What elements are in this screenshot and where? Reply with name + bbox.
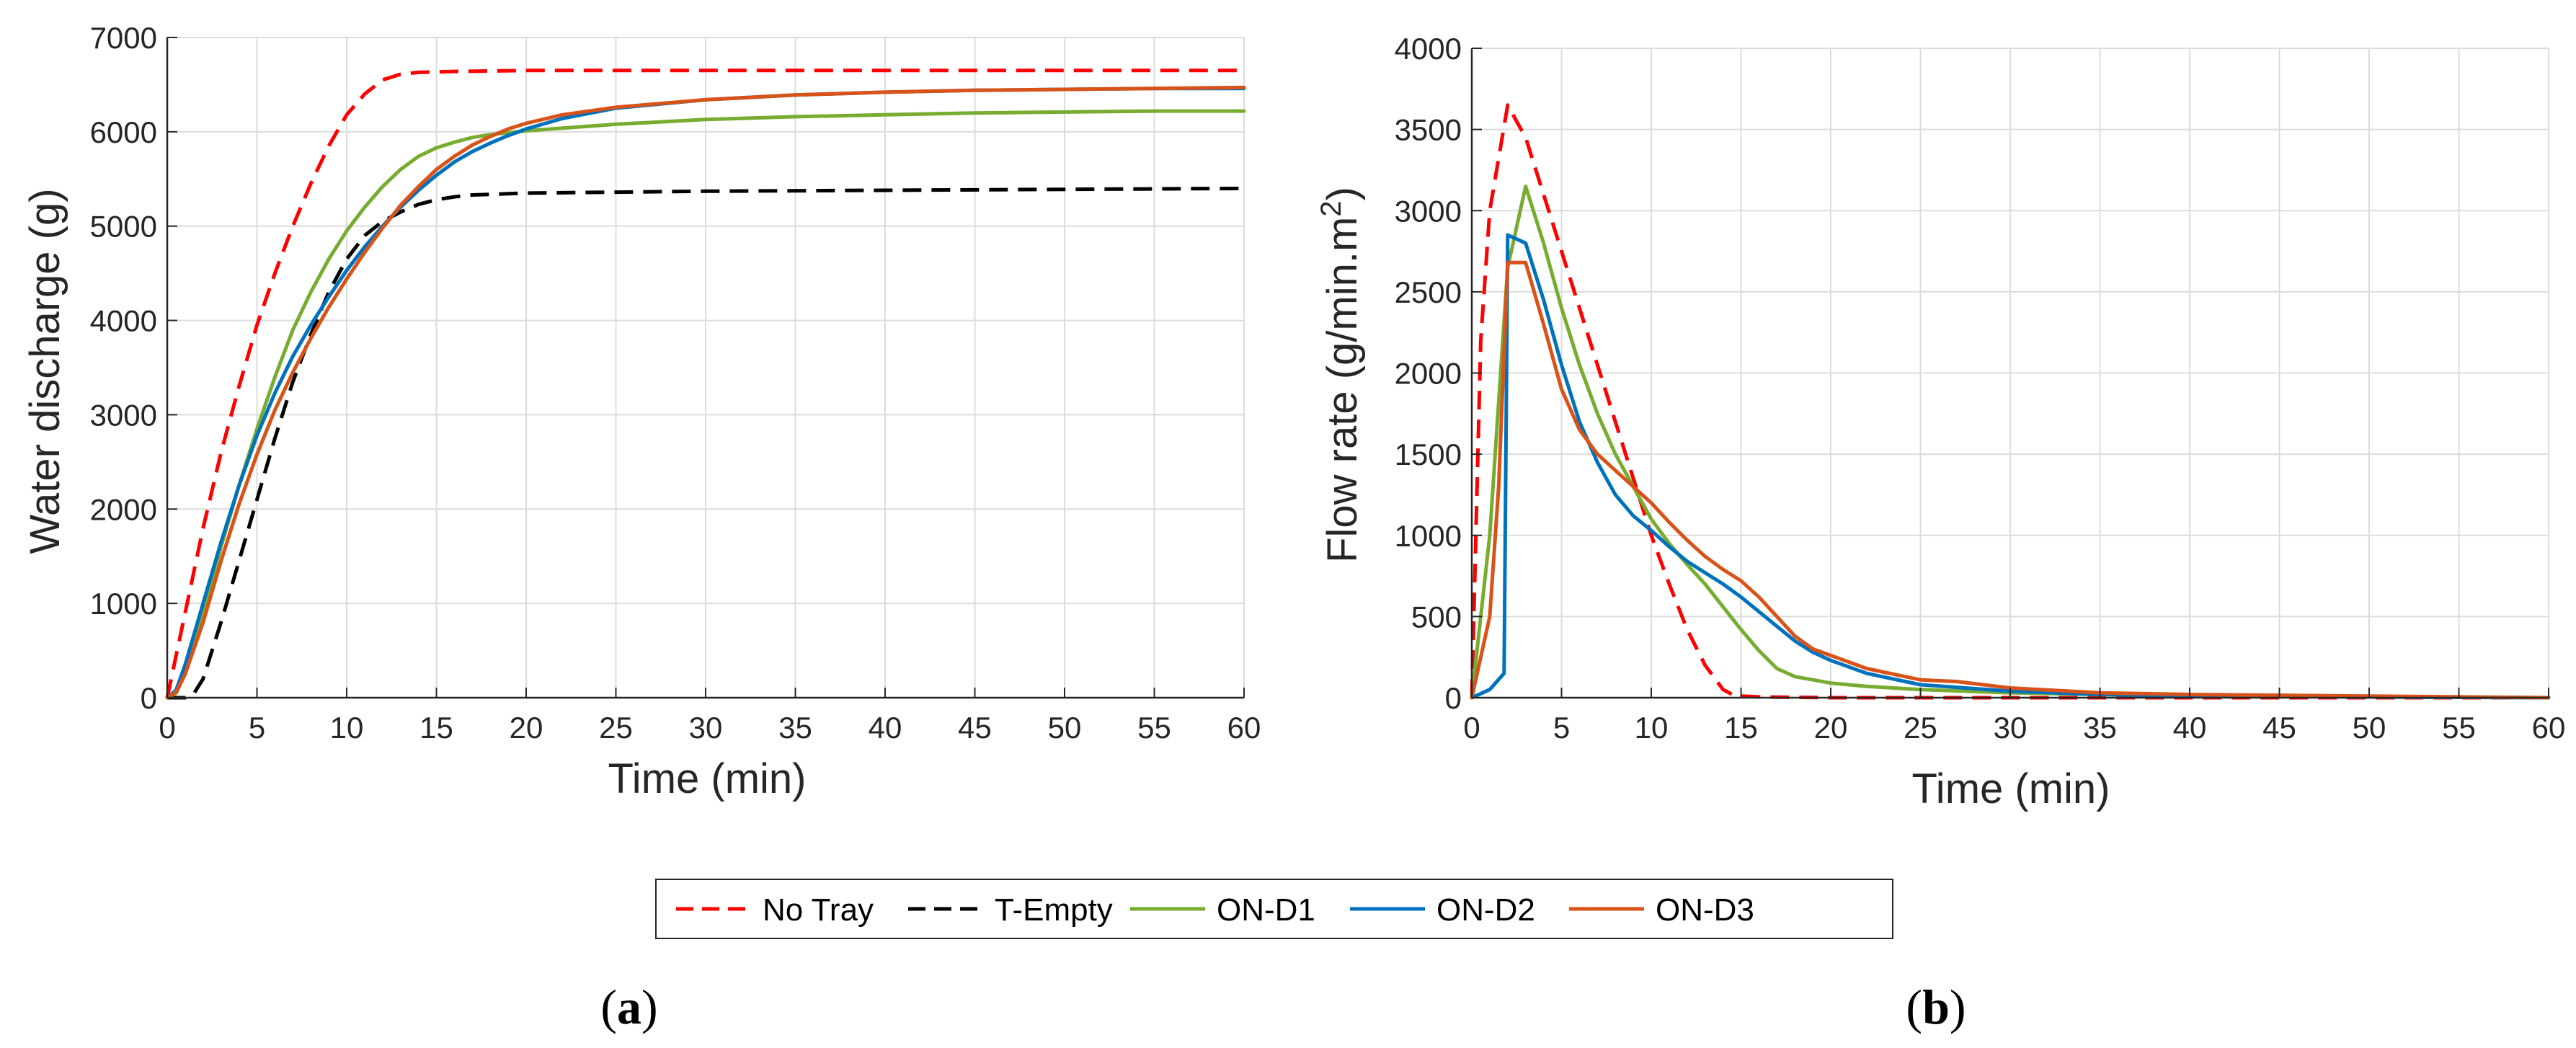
chart-b-y-tick-label: 2000 [1395, 357, 1462, 391]
chart-b-x-tick-label: 40 [2173, 711, 2207, 745]
legend: No Tray T-Empty ON-D1 ON-D2 ON-D3 [655, 879, 1893, 939]
chart-b-x-tick-label: 10 [1635, 711, 1669, 745]
chart-a-series-on-d3 [165, 85, 1246, 700]
chart-a-x-ticks: 0 5 10 15 20 25 30 35 40 45 50 55 60 [159, 711, 1261, 745]
chart-a-x-tick-label: 40 [869, 711, 902, 745]
chart-b-y-tick-label: 1000 [1395, 519, 1462, 553]
legend-entry-on-d3: ON-D3 [1569, 892, 1754, 928]
chart-b-y-tick-label: 3500 [1395, 113, 1462, 147]
chart-a-x-tick-label: 20 [510, 711, 543, 745]
chart-b-grid [1471, 48, 2549, 698]
chart-b-y-tick-label: 500 [1411, 600, 1462, 634]
chart-a-x-tick-label: 50 [1048, 711, 1082, 745]
chart-a-series-no-tray [165, 68, 1244, 698]
chart-b-x-tick-label: 0 [1463, 711, 1480, 745]
legend-label: ON-D2 [1436, 892, 1535, 928]
legend-label: ON-D3 [1656, 892, 1754, 928]
chart-a-grid [166, 37, 1245, 698]
chart-a-x-tick-label: 5 [249, 711, 265, 745]
chart-a-x-tick-label: 45 [958, 711, 992, 745]
chart-b-y-axis-label: Flow rate (g/min.m2) [1315, 187, 1366, 563]
chart-panel-a: 0 5 10 15 20 25 30 35 40 45 50 55 60 0 1000 2000 3000 40… [22, 21, 1261, 1034]
chart-b-x-tick-label: 45 [2262, 711, 2296, 745]
legend-box [655, 879, 1893, 939]
legend-label: ON-D1 [1217, 892, 1315, 928]
chart-b-x-tick-label: 20 [1814, 711, 1848, 745]
chart-a-y-tick-label: 3000 [90, 398, 157, 432]
chart-a-axes [166, 37, 1245, 699]
chart-a-y-tick-label: 5000 [90, 210, 157, 244]
chart-b-x-tick-label: 30 [1994, 711, 2028, 745]
chart-a-series-t-empty [167, 186, 1245, 700]
chart-b-y-tick-label: 2500 [1395, 275, 1462, 309]
chart-a-y-axis-label: Water discharge (g) [22, 188, 68, 554]
legend-label: T-Empty [995, 892, 1113, 928]
chart-b-series-on-d3 [1470, 260, 2551, 700]
legend-entry-t-empty: T-Empty [908, 892, 1113, 928]
chart-b-series-on-d1 [1470, 185, 2551, 700]
legend-entry-no-tray: No Tray [676, 892, 874, 928]
legend-label: No Tray [763, 892, 874, 928]
chart-a-x-tick-label: 10 [330, 711, 364, 745]
chart-a-y-tick-label: 0 [141, 681, 157, 715]
legend-entry-on-d1: ON-D1 [1130, 892, 1315, 928]
chart-a-y-tick-label: 1000 [90, 587, 157, 621]
chart-a-series [165, 68, 1246, 700]
chart-b-caption: (b) [1906, 980, 1966, 1034]
chart-b-series-on-d2 [1470, 233, 2551, 700]
chart-a-y-tick-label: 6000 [90, 115, 157, 149]
chart-a-caption: (a) [600, 980, 657, 1034]
chart-b-y-tick-label: 1500 [1395, 438, 1462, 471]
chart-b-axes [1470, 48, 2549, 699]
chart-b-x-ticks: 0 5 10 15 20 25 30 35 40 45 50 55 60 [1463, 711, 2565, 745]
chart-a-x-tick-label: 30 [689, 711, 723, 745]
chart-b-x-tick-label: 25 [1904, 711, 1937, 745]
chart-b-x-tick-label: 55 [2442, 711, 2476, 745]
chart-b-x-tick-label: 15 [1724, 711, 1758, 745]
chart-a-y-ticks: 0 1000 2000 3000 4000 5000 6000 7000 [90, 21, 157, 715]
chart-a-y-tick-label: 7000 [90, 21, 157, 55]
chart-a-x-tick-label: 0 [159, 711, 175, 745]
chart-b-x-tick-label: 35 [2083, 711, 2117, 745]
chart-b-x-tick-label: 60 [2532, 711, 2566, 745]
chart-a-y-tick-label: 4000 [90, 304, 157, 338]
chart-b-y-tick-label: 3000 [1395, 194, 1462, 228]
chart-b-x-tick-label: 50 [2353, 711, 2386, 745]
chart-a-y-tick-label: 2000 [90, 492, 157, 526]
chart-b-x-tick-label: 5 [1553, 711, 1570, 745]
chart-b-x-axis-label: Time (min) [1912, 765, 2110, 812]
chart-a-x-tick-label: 15 [419, 711, 453, 745]
chart-b-y-ticks: 0 500 1000 1500 2000 2500 3000 3500 4000 [1395, 32, 1462, 715]
chart-a-x-tick-label: 55 [1137, 711, 1171, 745]
legend-entry-on-d2: ON-D2 [1350, 892, 1535, 928]
chart-a-x-tick-label: 25 [599, 711, 633, 745]
chart-panel-b: 0 5 10 15 20 25 30 35 40 45 50 55 60 0 500 1000 1500 200… [1315, 32, 2565, 1034]
chart-a-x-tick-label: 60 [1227, 711, 1261, 745]
chart-b-y-tick-label: 0 [1445, 681, 1462, 715]
chart-a-x-tick-label: 35 [778, 711, 812, 745]
chart-b-y-tick-label: 4000 [1395, 32, 1462, 66]
chart-a-x-axis-label: Time (min) [608, 755, 807, 802]
